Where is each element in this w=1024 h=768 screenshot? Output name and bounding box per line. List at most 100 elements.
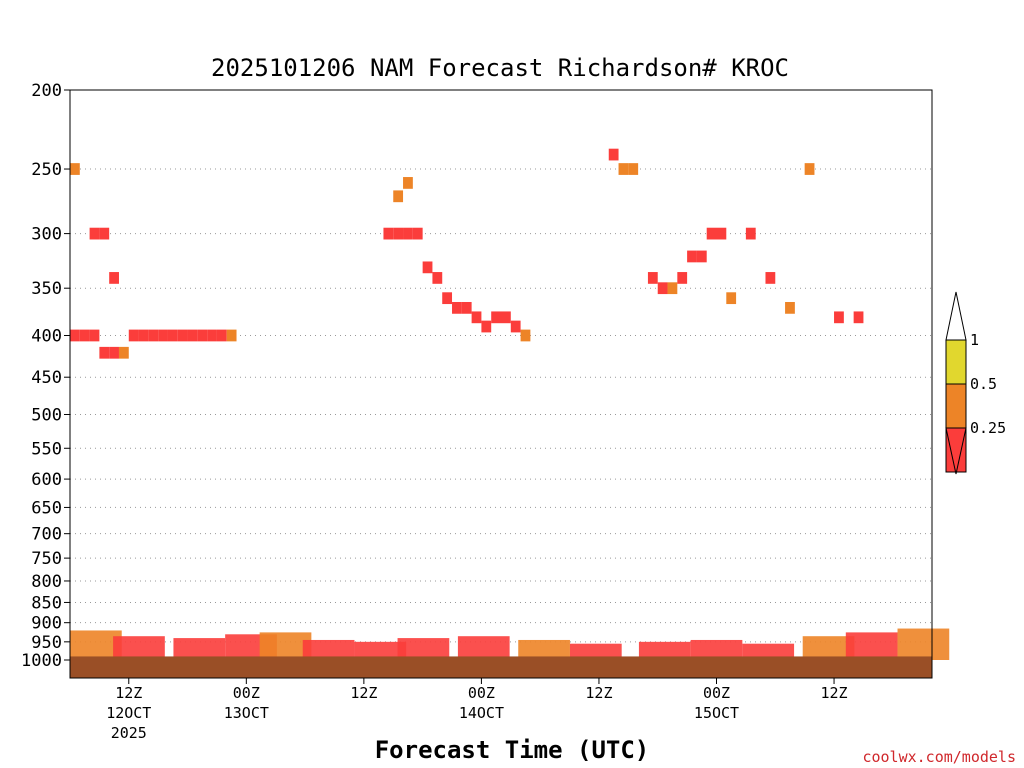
ri-cell (207, 329, 217, 342)
y-tick-label: 850 (31, 593, 62, 613)
ri-cell (706, 227, 717, 240)
y-tick-label: 900 (31, 614, 62, 634)
ri-cell (403, 227, 413, 240)
ri-cell (79, 329, 90, 342)
ri-cell (687, 250, 697, 263)
ri-cell (138, 329, 149, 342)
ri-cell (618, 163, 629, 175)
ri-cell (677, 272, 688, 284)
y-tick-label: 700 (31, 525, 62, 545)
low-level-band (113, 636, 165, 660)
low-level-band (302, 639, 355, 660)
ri-cell (403, 177, 413, 189)
ri-cell (696, 250, 707, 263)
x-tick-sublabel: 14OCT (459, 704, 504, 722)
ri-cell (393, 190, 404, 203)
ri-cell (226, 329, 237, 342)
low-level-band (569, 643, 622, 660)
ri-cell (667, 282, 678, 295)
ri-cell (70, 329, 80, 342)
data-cells (70, 148, 950, 660)
x-tick-label: 00Z (233, 684, 260, 702)
ri-cell (128, 329, 139, 342)
ri-cell (216, 329, 227, 342)
low-level-band (802, 636, 855, 660)
y-tick-label: 1000 (21, 651, 62, 671)
ri-cell (197, 329, 208, 342)
legend-top-arrow (945, 291, 967, 341)
low-level-band (742, 643, 795, 660)
ri-cell (393, 227, 404, 240)
ri-cell (628, 163, 639, 175)
ri-cell (471, 311, 482, 324)
ri-cell (804, 163, 815, 175)
y-axis-ticks: 200 250 300 350 400 450 500 550 600 650 700 750 8008… (21, 81, 70, 671)
y-tick-label: 650 (31, 498, 62, 518)
ri-cell (167, 329, 178, 342)
y-tick-label: 400 (31, 326, 62, 346)
legend-label: 1 (970, 331, 979, 349)
credit-text: coolwx.com/models (862, 748, 1016, 766)
ri-cell (148, 329, 159, 342)
ri-cell (481, 320, 492, 333)
x-tick-label: 12Z (585, 684, 612, 702)
x-tick-label: 12Z (820, 684, 847, 702)
y-tick-label: 200 (31, 81, 62, 101)
ri-cell (109, 346, 119, 359)
y-tick-label: 250 (31, 160, 62, 180)
ri-cell (187, 329, 198, 342)
ri-cell (452, 301, 462, 314)
ri-cell (158, 329, 168, 342)
ri-cell (99, 227, 110, 240)
plot-frame (69, 89, 933, 679)
ri-cell (520, 329, 531, 342)
y-tick-label: 500 (31, 406, 62, 426)
x-tick-label: 12Z (350, 684, 377, 702)
low-level-band (397, 638, 450, 660)
ri-cell (383, 227, 394, 240)
ri-cell (461, 301, 472, 314)
legend-label: 0.5 (970, 375, 997, 393)
ground-fill (70, 656, 932, 678)
x-tick-label: 00Z (468, 684, 495, 702)
ground-band (70, 656, 932, 678)
low-level-band (457, 636, 510, 660)
x-tick-label: 00Z (703, 684, 730, 702)
legend: 1 0.5 0.25 (945, 291, 1006, 475)
low-level-band (518, 639, 570, 660)
low-level-band (897, 628, 950, 660)
ri-cell (501, 311, 511, 324)
legend-label: 0.25 (970, 419, 1006, 437)
ri-cell (412, 227, 423, 240)
low-level-band (173, 638, 226, 660)
ri-cell (716, 227, 727, 240)
ri-cell (834, 311, 844, 324)
x-tick-sublabel: 15OCT (694, 704, 739, 722)
low-level-band (354, 641, 407, 660)
ri-cell (89, 227, 100, 240)
chart-title: 2025101206 NAM Forecast Richardson# KROC (211, 54, 789, 82)
low-level-band (690, 639, 743, 660)
ri-cell (657, 282, 668, 295)
ri-cell (765, 272, 776, 284)
ri-cell (89, 329, 100, 342)
ri-cell (726, 292, 737, 305)
x-tick-label: 12Z (115, 684, 142, 702)
grid-lines (70, 168, 932, 643)
ri-cell (177, 329, 188, 342)
x-tick-sublabel: 13OCT (224, 704, 269, 722)
x-axis-ticks: 12Z 12OCT 2025 00Z 13OCT 12Z 00Z 14OCT 12Z 00Z 15O… (106, 678, 848, 742)
ri-cell (745, 227, 756, 240)
ri-cell (109, 272, 119, 284)
y-tick-label: 350 (31, 279, 62, 299)
x-axis-label: Forecast Time (UTC) (375, 736, 650, 764)
ri-cell (853, 311, 864, 324)
low-level-band (845, 632, 898, 660)
y-tick-label: 450 (31, 368, 62, 388)
ri-cell (99, 346, 110, 359)
x-tick-sublabel: 12OCT (106, 704, 151, 722)
ri-cell (422, 261, 433, 274)
legend-swatch (945, 383, 967, 429)
x-tick-year: 2025 (111, 724, 147, 742)
